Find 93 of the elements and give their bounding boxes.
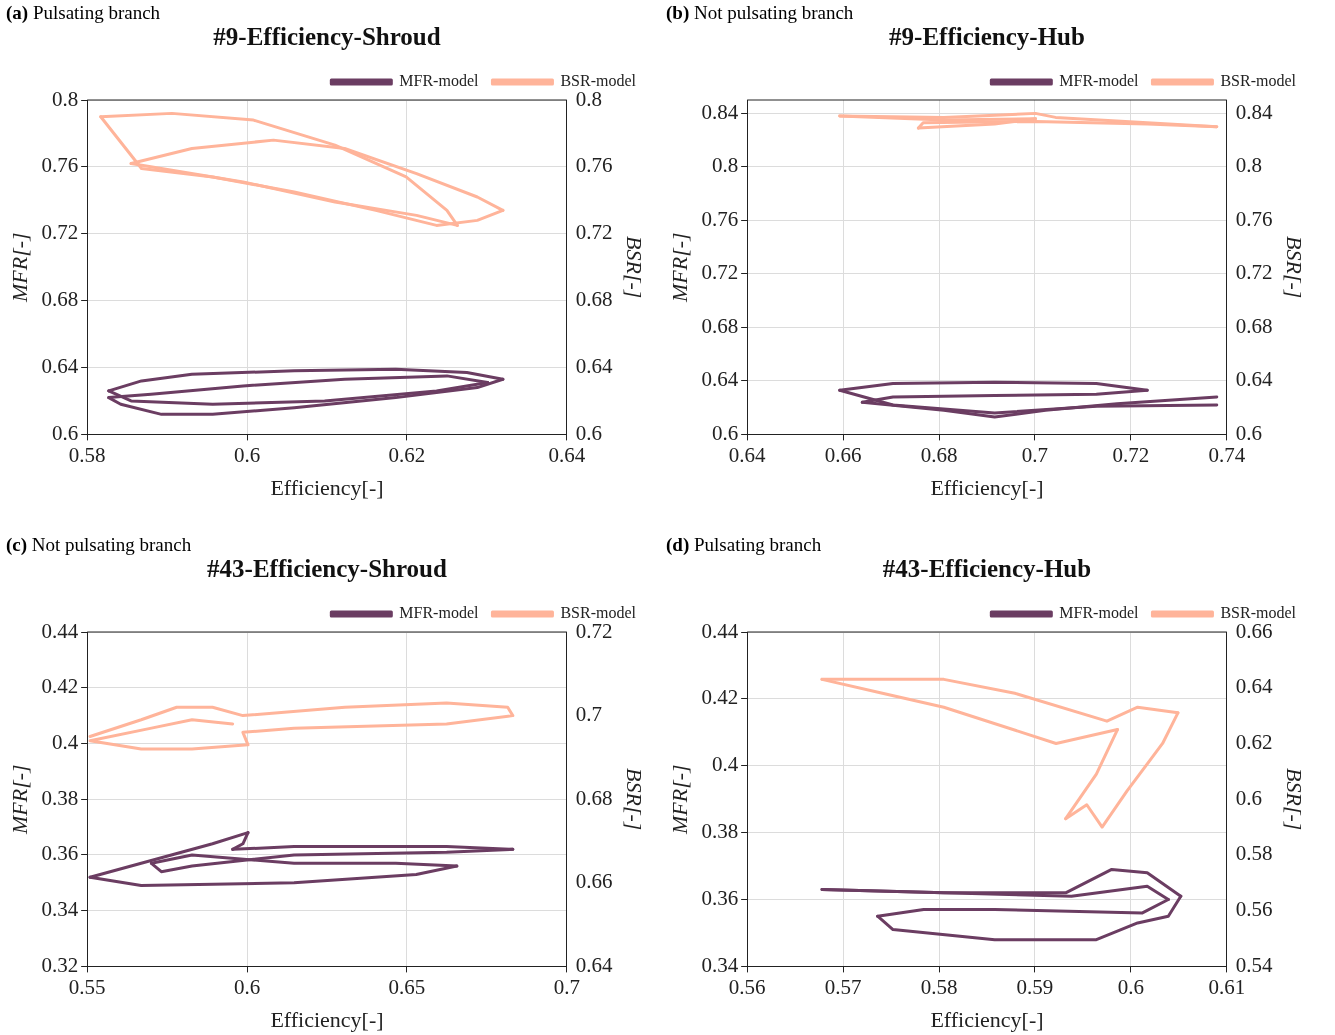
chart-subtitle: (d) Pulsating branch	[666, 534, 822, 556]
y2-tick-label: 0.58	[1235, 841, 1273, 866]
x-tick-label: 0.65	[388, 974, 426, 999]
x-axis-title: Efficiency[-]	[270, 1006, 384, 1032]
y-tick-label: 0.76	[701, 206, 739, 231]
chart-title: #43-Efficiency-Shroud	[207, 555, 447, 583]
y2-tick-label: 0.76	[1235, 206, 1273, 231]
y2-tick-label: 0.62	[1235, 729, 1273, 754]
x-tick-label: 0.68	[920, 442, 958, 467]
y2-tick-label: 0.7	[575, 702, 603, 727]
y-tick-label: 0.72	[701, 260, 739, 285]
x-tick-label: 0.7	[1021, 442, 1049, 467]
y2-tick-label: 0.68	[575, 287, 613, 312]
chart-subtitle: (b) Not pulsating branch	[666, 2, 854, 24]
y2-tick-label: 0.64	[1235, 674, 1274, 699]
y2-tick-label: 0.64	[575, 952, 614, 977]
y2-tick-label: 0.64	[575, 354, 614, 379]
y-tick-label: 0.72	[41, 220, 79, 245]
x-axis-title: Efficiency[-]	[930, 474, 1044, 500]
y2-tick-label: 0.84	[1235, 99, 1274, 124]
y-tick-label: 0.4	[51, 729, 79, 754]
y2-tick-label: 0.72	[1235, 260, 1273, 285]
y2-tick-label: 0.54	[1235, 952, 1274, 977]
y-tick-label: 0.34	[41, 897, 79, 922]
y-tick-label: 0.42	[701, 685, 739, 710]
y-tick-label: 0.38	[701, 819, 739, 844]
y-tick-label: 0.68	[41, 287, 79, 312]
y-tick-label: 0.68	[701, 313, 739, 338]
x-tick-label: 0.74	[1208, 442, 1246, 467]
y2-axis-title: BSR[-]	[622, 236, 648, 299]
y2-tick-label: 0.72	[575, 220, 613, 245]
y2-tick-label: 0.8	[1235, 153, 1263, 178]
y2-axis-title: BSR[-]	[1282, 236, 1308, 299]
y-tick-label: 0.32	[41, 952, 79, 977]
x-axis-title: Efficiency[-]	[930, 1006, 1044, 1032]
y-axis-title: MFR[-]	[666, 232, 692, 304]
y2-tick-label: 0.6	[1235, 420, 1263, 445]
x-tick-label: 0.64	[548, 442, 586, 467]
x-tick-label: 0.64	[728, 442, 767, 467]
y-tick-label: 0.76	[41, 153, 79, 178]
y-tick-label: 0.64	[701, 367, 739, 392]
x-tick-label: 0.59	[1016, 974, 1054, 999]
y-tick-label: 0.36	[41, 841, 79, 866]
x-tick-label: 0.6	[233, 442, 261, 467]
y-axis-title: MFR[-]	[6, 232, 32, 304]
y-tick-label: 0.44	[41, 618, 79, 643]
y-tick-label: 0.8	[711, 153, 739, 178]
chart-subtitle: (a) Pulsating branch	[6, 2, 161, 24]
y-tick-label: 0.84	[701, 99, 739, 124]
y-axis-title: MFR[-]	[6, 764, 32, 836]
legend-label: MFR-model	[1059, 604, 1139, 622]
y-tick-label: 0.4	[711, 752, 739, 777]
y-tick-label: 0.8	[51, 86, 79, 111]
chart-title: #9-Efficiency-Hub	[889, 23, 1085, 51]
y-tick-label: 0.42	[41, 674, 79, 699]
x-tick-label: 0.57	[824, 974, 862, 999]
y2-tick-label: 0.56	[1235, 897, 1273, 922]
legend-label: MFR-model	[399, 604, 479, 622]
x-tick-label: 0.72	[1112, 442, 1150, 467]
y2-tick-label: 0.68	[1235, 313, 1273, 338]
y-tick-label: 0.34	[701, 952, 739, 977]
chart-title: #9-Efficiency-Shroud	[213, 23, 441, 51]
y-tick-label: 0.38	[41, 785, 79, 810]
legend-label: MFR-model	[1059, 72, 1139, 90]
y2-tick-label: 0.64	[1235, 367, 1274, 392]
x-tick-label: 0.6	[233, 974, 261, 999]
chart-subtitle: (c) Not pulsating branch	[6, 534, 192, 556]
y2-tick-label: 0.68	[575, 785, 613, 810]
x-tick-label: 0.66	[824, 442, 862, 467]
x-tick-label: 0.62	[388, 442, 426, 467]
legend-label: BSR-model	[1220, 72, 1297, 90]
chart-title: #43-Efficiency-Hub	[882, 555, 1092, 583]
y-tick-label: 0.44	[701, 618, 739, 643]
x-tick-label: 0.55	[68, 974, 106, 999]
x-tick-label: 0.56	[728, 974, 766, 999]
y2-tick-label: 0.76	[575, 153, 613, 178]
x-tick-label: 0.7	[553, 974, 580, 999]
y-tick-label: 0.6	[51, 420, 79, 445]
y2-axis-title: BSR[-]	[622, 768, 648, 831]
y2-tick-label: 0.6	[575, 420, 603, 445]
y2-tick-label: 0.6	[1235, 785, 1263, 810]
y2-axis-title: BSR[-]	[1282, 768, 1308, 831]
x-tick-label: 0.6	[1117, 974, 1145, 999]
x-tick-label: 0.61	[1208, 974, 1246, 999]
y-tick-label: 0.6	[711, 420, 739, 445]
legend-label: MFR-model	[399, 72, 479, 90]
x-axis-title: Efficiency[-]	[270, 474, 384, 500]
y-tick-label: 0.64	[41, 354, 79, 379]
x-tick-label: 0.58	[920, 974, 958, 999]
x-tick-label: 0.58	[68, 442, 106, 467]
y-axis-title: MFR[-]	[666, 764, 692, 836]
y-tick-label: 0.36	[701, 886, 739, 911]
y2-tick-label: 0.66	[575, 869, 613, 894]
